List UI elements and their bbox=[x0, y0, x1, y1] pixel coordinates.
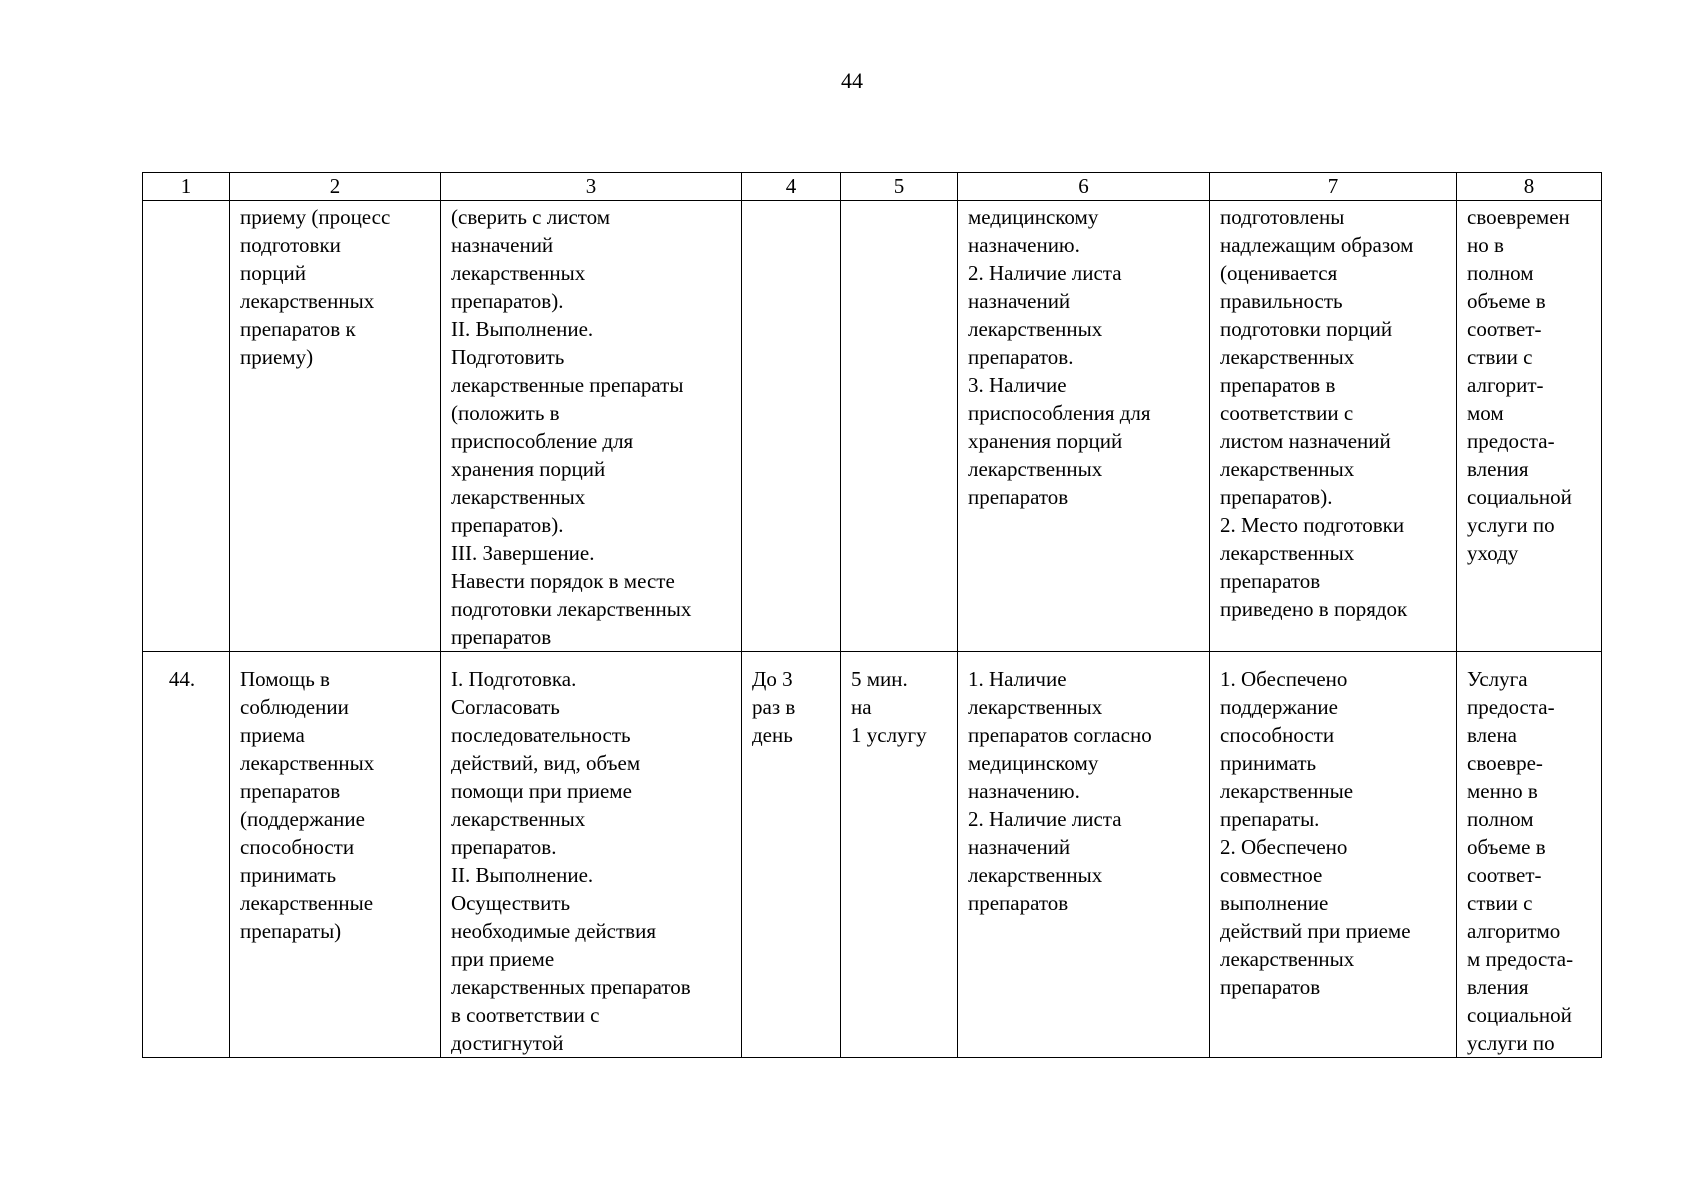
procedure-cell: (сверить с листом назначений лекарственн… bbox=[440, 200, 742, 652]
row-number-cell: 44. bbox=[142, 651, 230, 1058]
table-row: приему (процесс подготовки порций лекарс… bbox=[142, 200, 1602, 652]
table-row: 44. Помощь в соблюдении приема лекарстве… bbox=[142, 651, 1602, 1058]
service-name-cell: Помощь в соблюдении приема лекарственных… bbox=[229, 651, 441, 1058]
service-name-cell: приему (процесс подготовки порций лекарс… bbox=[229, 200, 441, 652]
services-table: 1 2 3 4 5 6 7 8 приему (процесс подготов… bbox=[142, 172, 1602, 1058]
duration-cell bbox=[840, 200, 958, 652]
column-number: 2 bbox=[229, 172, 441, 201]
conditions-cell: медицинскому назначению. 2. Наличие лист… bbox=[957, 200, 1210, 652]
column-number: 1 bbox=[142, 172, 230, 201]
page-number: 44 bbox=[841, 68, 863, 93]
column-number: 5 bbox=[840, 172, 958, 201]
column-number: 8 bbox=[1456, 172, 1602, 201]
conditions-cell: 1. Наличие лекарственных препаратов согл… bbox=[957, 651, 1210, 1058]
quality-cell: 1. Обеспечено поддержание способности пр… bbox=[1209, 651, 1457, 1058]
evaluation-cell: Услуга предоста- влена своевре- менно в … bbox=[1456, 651, 1602, 1058]
frequency-cell bbox=[741, 200, 841, 652]
column-number: 7 bbox=[1209, 172, 1457, 201]
column-number: 3 bbox=[440, 172, 742, 201]
evaluation-cell: своевремен но в полном объеме в соответ-… bbox=[1456, 200, 1602, 652]
procedure-cell: I. Подготовка. Согласовать последователь… bbox=[440, 651, 742, 1058]
column-number: 6 bbox=[957, 172, 1210, 201]
column-number: 4 bbox=[741, 172, 841, 201]
duration-cell: 5 мин. на 1 услугу bbox=[840, 651, 958, 1058]
quality-cell: подготовлены надлежащим образом (оценива… bbox=[1209, 200, 1457, 652]
row-number-cell bbox=[142, 200, 230, 652]
column-number-row: 1 2 3 4 5 6 7 8 bbox=[142, 172, 1602, 201]
frequency-cell: До 3 раз в день bbox=[741, 651, 841, 1058]
